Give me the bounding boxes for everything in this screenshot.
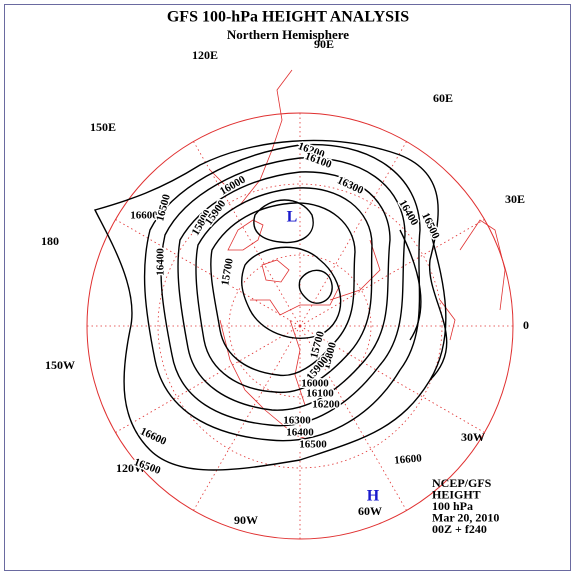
meridian <box>193 141 301 327</box>
contour-label: 16100 <box>303 150 333 171</box>
longitude-label: 30E <box>505 192 525 206</box>
contour-label: 16500 <box>299 439 327 451</box>
frame <box>4 4 571 571</box>
longitude-label: 0 <box>523 318 529 332</box>
meridian <box>115 219 301 327</box>
longitude-label: 60E <box>433 91 453 105</box>
longitude-label: 120W <box>116 461 146 475</box>
longitude-label: 150W <box>45 358 75 372</box>
contour-label: 16200 <box>312 399 340 411</box>
info-line: 00Z + f240 <box>432 522 487 536</box>
info-line: Mar 20, 2010 <box>432 510 499 524</box>
contour-label: 16000 <box>301 378 329 390</box>
title: GFS 100-hPa HEIGHT ANALYSIS <box>167 9 409 26</box>
meridian <box>299 219 485 327</box>
pressure-center: L <box>287 209 298 226</box>
contour-label: 16400 <box>286 427 314 439</box>
info-line: 100 hPa <box>432 499 473 513</box>
info-line: HEIGHT <box>432 487 481 501</box>
projection <box>86 69 514 540</box>
longitude-label: 120E <box>192 48 218 62</box>
contour-label: 16600 <box>394 452 423 466</box>
longitude-label: 180 <box>41 234 59 248</box>
longitude-label: 90W <box>234 513 258 527</box>
subtitle: Northern Hemisphere <box>227 27 349 42</box>
contour-label: 15700 <box>219 257 236 287</box>
contour-label: 16600 <box>138 425 168 448</box>
longitude-label: 90E <box>314 37 334 51</box>
longitude-label: 150E <box>90 120 116 134</box>
contour-label: 16400 <box>155 248 167 276</box>
contour-label: 16300 <box>283 415 311 427</box>
contour-label: 16100 <box>306 388 334 400</box>
longitude-label: 60W <box>358 504 382 518</box>
pressure-center: H <box>367 488 380 505</box>
contour-label: 16500 <box>154 193 173 223</box>
contour-label: 16600 <box>130 210 158 222</box>
contour-label: 16400 <box>396 198 420 228</box>
info-line: NCEP/GFS <box>432 476 492 490</box>
longitude-label: 30W <box>461 430 485 444</box>
